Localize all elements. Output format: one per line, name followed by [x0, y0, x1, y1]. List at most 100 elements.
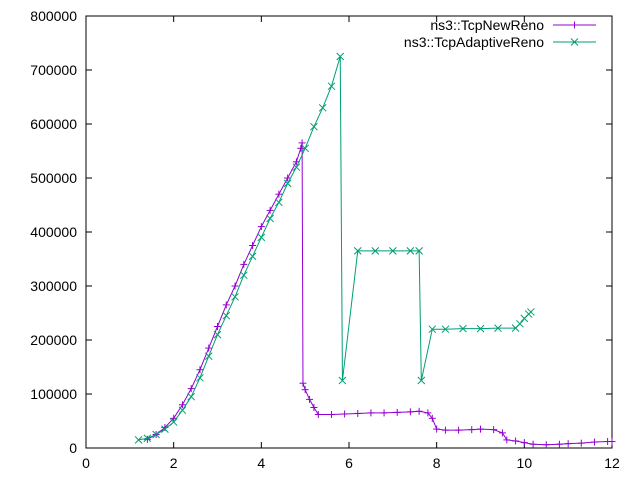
data-point [608, 438, 616, 446]
data-point [213, 330, 222, 339]
data-point [406, 408, 414, 416]
data-point [490, 426, 498, 434]
series-line [138, 56, 532, 441]
data-point [354, 409, 362, 417]
data-point [284, 174, 292, 182]
x-tick-label: 0 [82, 455, 90, 471]
data-point [327, 82, 336, 91]
data-point [498, 429, 506, 437]
data-point [310, 122, 318, 131]
data-point [257, 223, 265, 231]
data-point [371, 247, 380, 255]
data-point [178, 406, 187, 415]
y-tick-label: 600000 [30, 116, 77, 132]
data-point [275, 198, 283, 207]
axes: 0 2 4 6 8 10 12 0 100000 200000 300000 400000 500000… [30, 8, 620, 471]
series-1 [134, 52, 535, 444]
data-point [178, 401, 186, 409]
data-point [512, 437, 520, 445]
data-point [187, 392, 196, 401]
data-point [338, 376, 347, 385]
legend-marker [570, 38, 579, 46]
data-point [417, 376, 426, 385]
data-point [441, 426, 449, 434]
x-tick-label: 8 [433, 455, 441, 471]
y-tick-label: 300000 [30, 278, 77, 294]
data-point [152, 430, 160, 439]
data-point [555, 440, 563, 448]
data-point [292, 163, 301, 172]
data-point [529, 440, 537, 448]
x-tick-label: 4 [257, 455, 265, 471]
data-point [283, 179, 292, 188]
data-point [542, 441, 550, 449]
data-point [520, 439, 528, 447]
data-point [231, 282, 239, 290]
data-point [468, 426, 476, 434]
data-point [249, 242, 257, 249]
data-point [476, 324, 485, 333]
data-point [222, 301, 230, 309]
data-point [428, 414, 436, 422]
data-point [424, 409, 432, 417]
data-point [393, 408, 401, 416]
data-point [353, 247, 362, 255]
data-point [477, 425, 484, 433]
data-point [516, 319, 524, 328]
data-point [433, 425, 441, 433]
data-point [266, 206, 274, 214]
data-point [214, 323, 221, 330]
y-tick-label: 800000 [30, 8, 77, 24]
data-point [367, 409, 375, 417]
data-point [455, 426, 463, 434]
data-point [415, 407, 423, 415]
data-point [266, 214, 274, 223]
data-point [239, 271, 248, 280]
data-point [336, 52, 345, 61]
data-point [169, 418, 178, 426]
x-tick-label: 12 [604, 455, 620, 471]
data-point [299, 379, 307, 387]
legend-label: ns3::TcpAdaptiveReno [404, 34, 544, 50]
data-point [577, 439, 585, 447]
data-point [341, 410, 349, 418]
data-point [459, 324, 467, 333]
data-point [310, 404, 318, 411]
data-point [494, 324, 502, 332]
data-point [428, 325, 437, 334]
data-point [231, 292, 239, 301]
y-tick-label: 500000 [30, 170, 77, 186]
data-point [196, 373, 204, 382]
data-point [301, 144, 310, 153]
data-point [590, 438, 598, 446]
y-tick-label: 400000 [30, 224, 77, 240]
data-point [306, 395, 314, 403]
data-point [205, 344, 213, 352]
data-point [196, 366, 204, 374]
data-point [297, 144, 305, 152]
y-tick-label: 0 [69, 440, 77, 456]
data-point [327, 411, 335, 419]
legend-label: ns3::TcpNewReno [430, 17, 544, 33]
data-point [275, 190, 283, 198]
data-point [301, 386, 309, 394]
x-tick-label: 10 [517, 455, 533, 471]
x-tick-label: 2 [170, 455, 178, 471]
data-point [240, 260, 248, 268]
series-0 [143, 139, 616, 449]
data-point [415, 247, 423, 255]
x-tick-label: 6 [345, 455, 353, 471]
data-point [527, 308, 535, 316]
data-point [388, 247, 397, 255]
data-point [406, 247, 415, 255]
data-point [257, 233, 266, 242]
data-point [143, 434, 152, 443]
data-point [564, 440, 572, 448]
data-point [143, 435, 151, 443]
series-line [147, 142, 612, 446]
data-point [503, 436, 511, 444]
data-point [204, 352, 213, 361]
data-point [161, 425, 169, 433]
